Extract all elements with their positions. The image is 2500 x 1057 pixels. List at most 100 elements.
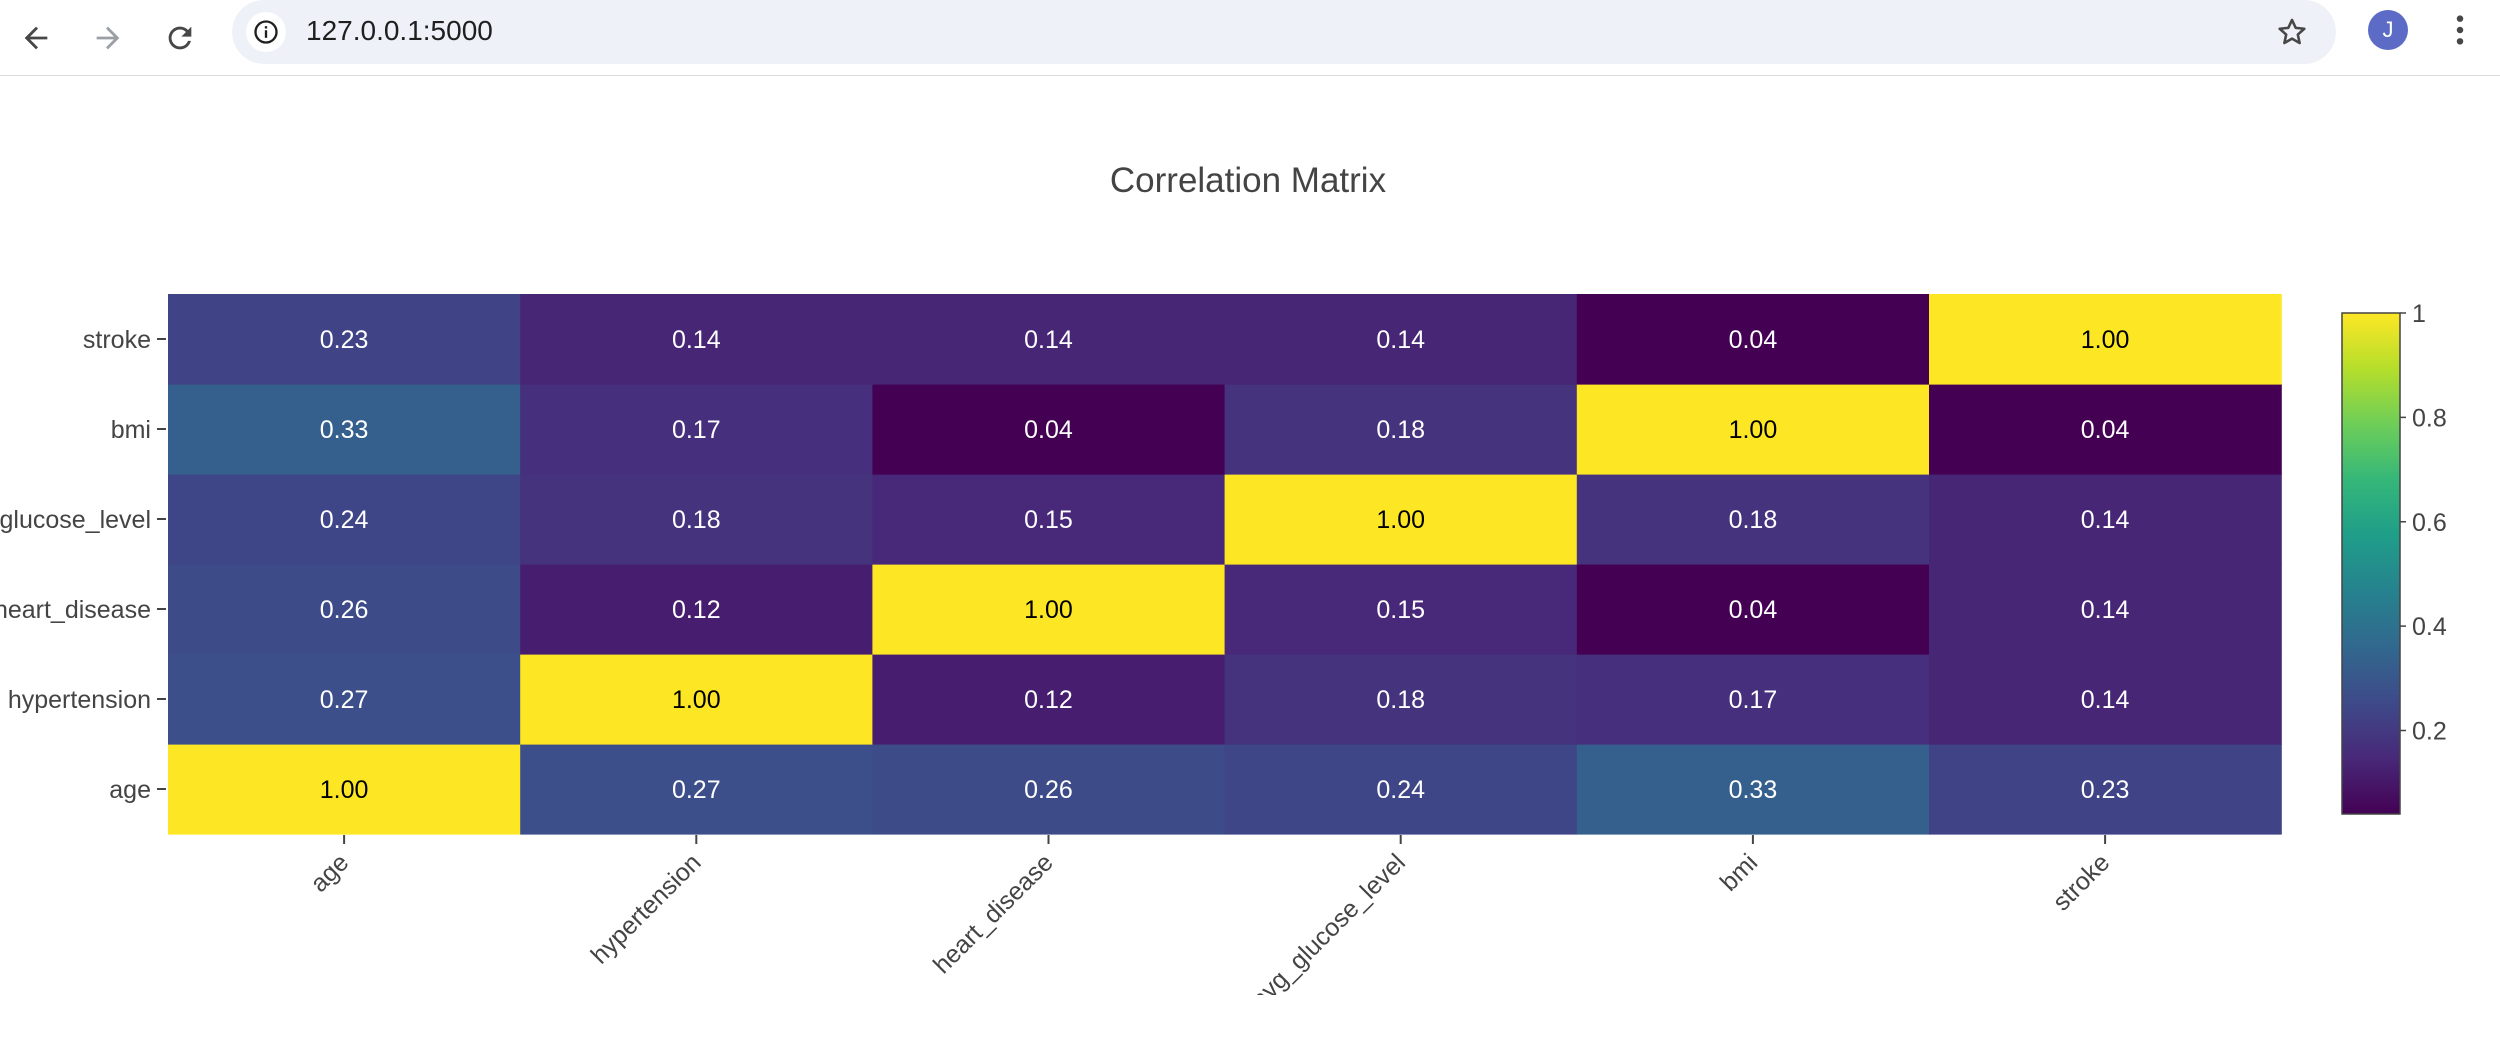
heatmap-cell-labels: 1.00 0.27 0.26 0.24 0.33 0.23 0.27 1.00 0.12 0.18…: [320, 326, 2130, 804]
heatmap-cell-label: 0.26: [1024, 776, 1073, 804]
heatmap-cell-label: 0.04: [1729, 326, 1778, 354]
heatmap-cell-label: 0.27: [672, 776, 721, 804]
colorbar: 0.2 0.4 0.6 0.8 1: [2341, 300, 2447, 815]
heatmap-cell: [1576, 384, 1930, 475]
y-axis: age hypertension heart_disease avg_glucose_…: [0, 326, 166, 804]
colorbar-tick-label: 0.2: [2412, 718, 2447, 746]
reload-icon: [168, 26, 192, 50]
heatmap-cell: [520, 294, 873, 385]
heatmap-cell-label: 1.00: [1729, 416, 1778, 444]
heatmap-cell: [1576, 564, 1930, 655]
heatmap-cell: [520, 474, 873, 565]
heatmap-cell: [1576, 744, 1930, 835]
browser-toolbar: 127.0.0.1:5000 J: [0, 0, 2500, 76]
y-tick-label: age: [109, 776, 151, 804]
y-tick-label: heart_disease: [0, 596, 151, 624]
x-tick-label: stroke: [2047, 848, 2115, 916]
profile-avatar[interactable]: J: [2368, 10, 2408, 50]
x-tick-label: avg_glucose_level: [1246, 848, 1411, 1013]
heatmap-cell-label: 0.24: [320, 506, 369, 534]
y-tick-label: hypertension: [8, 686, 151, 714]
heatmap-cell-label: 1.00: [320, 776, 369, 804]
heatmap-cell-label: 0.18: [1729, 506, 1778, 534]
heatmap-cell: [520, 654, 873, 745]
reload-button[interactable]: [150, 8, 210, 68]
heatmap-cell: [168, 564, 521, 655]
heatmap-cell-label: 0.14: [1376, 326, 1425, 354]
kebab-menu-icon: [2456, 15, 2464, 45]
heatmap-cell: [168, 474, 521, 565]
heatmap-cell: [1224, 654, 1578, 745]
heatmap-cell-label: 1.00: [1376, 506, 1425, 534]
heatmap-cell: [1576, 474, 1930, 565]
site-info-button[interactable]: [246, 12, 286, 52]
address-bar[interactable]: 127.0.0.1:5000: [232, 0, 2336, 64]
back-button[interactable]: [6, 8, 66, 68]
heatmap-cell-label: 0.23: [320, 326, 369, 354]
heatmap-cell-label: 0.14: [672, 326, 721, 354]
heatmap-cell: [1576, 654, 1930, 745]
x-tick-label: heart_disease: [928, 848, 1059, 979]
heatmap-cell-label: 0.15: [1376, 596, 1425, 624]
correlation-heatmap: Correlation Matrix 1.00 0.27 0.26 0.24 0.33 0…: [0, 161, 2447, 1013]
heatmap-cell: [1929, 654, 2282, 745]
x-tick-label: hypertension: [586, 848, 707, 969]
forward-button[interactable]: [78, 8, 138, 68]
heatmap-cell: [1929, 474, 2282, 565]
heatmap-cell-label: 0.18: [1376, 416, 1425, 444]
chart-container: Correlation Matrix 1.00 0.27 0.26 0.24 0.33 0…: [0, 77, 2500, 1052]
bookmark-button[interactable]: [2272, 12, 2312, 52]
heatmap-cell: [168, 294, 521, 385]
heatmap-cell: [872, 564, 1226, 655]
heatmap-cell: [872, 474, 1226, 565]
heatmap-cell-label: 0.24: [1376, 776, 1425, 804]
heatmap-cell-label: 1.00: [672, 686, 721, 714]
heatmap-cell-label: 0.27: [320, 686, 369, 714]
site-info-icon: [254, 20, 278, 44]
heatmap-cell: [872, 384, 1226, 475]
heatmap-cell: [1224, 294, 1578, 385]
heatmap-cell-label: 1.00: [2081, 326, 2130, 354]
heatmap-cell: [872, 294, 1226, 385]
heatmap-cell-label: 0.17: [1729, 686, 1778, 714]
colorbar-gradient: [2341, 312, 2401, 815]
heatmap-cell: [1929, 564, 2282, 655]
heatmap-cell-label: 0.04: [1024, 416, 1073, 444]
heatmap-cell: [1929, 384, 2282, 475]
heatmap-cell: [520, 744, 873, 835]
heatmap-cell: [1224, 564, 1578, 655]
colorbar-tick-label: 0.8: [2412, 404, 2447, 432]
heatmap-cell-label: 0.14: [2081, 506, 2130, 534]
heatmap-cell-label: 0.23: [2081, 776, 2130, 804]
heatmap-cell: [1224, 474, 1578, 565]
heatmap-cell: [520, 384, 873, 475]
heatmap-cell-label: 0.33: [320, 416, 369, 444]
heatmap-cell: [168, 654, 521, 745]
x-axis: age hypertension heart_disease avg_glucose_…: [305, 835, 2115, 1013]
heatmap-cell: [872, 654, 1226, 745]
heatmap-cell: [1929, 744, 2282, 835]
heatmap-cell: [1929, 294, 2282, 385]
y-tick-label: stroke: [83, 326, 151, 354]
browser-menu-button[interactable]: [2440, 8, 2480, 52]
heatmap-cell-label: 0.15: [1024, 506, 1073, 534]
colorbar-tick-label: 0.4: [2412, 613, 2447, 641]
heatmap-cell-label: 0.12: [672, 596, 721, 624]
heatmap-cell-label: 0.26: [320, 596, 369, 624]
heatmap-cell: [168, 384, 521, 475]
chart-title: Correlation Matrix: [1110, 161, 1387, 200]
heatmap-cell: [1576, 294, 1930, 385]
back-arrow-icon: [24, 26, 48, 50]
heatmap-cell-label: 0.14: [2081, 686, 2130, 714]
heatmap-cell-label: 1.00: [1024, 596, 1073, 624]
x-tick-label: age: [305, 848, 354, 897]
heatmap-cell-label: 0.12: [1024, 686, 1073, 714]
colorbar-tick-label: 0.6: [2412, 509, 2447, 537]
heatmap-cell-label: 0.04: [1729, 596, 1778, 624]
heatmap-cell-label: 0.33: [1729, 776, 1778, 804]
heatmap-cell-label: 0.18: [672, 506, 721, 534]
x-tick-label: bmi: [1715, 848, 1763, 896]
url-text[interactable]: 127.0.0.1:5000: [306, 15, 493, 46]
heatmap-cells: [168, 294, 2282, 835]
heatmap-cell-label: 0.17: [672, 416, 721, 444]
